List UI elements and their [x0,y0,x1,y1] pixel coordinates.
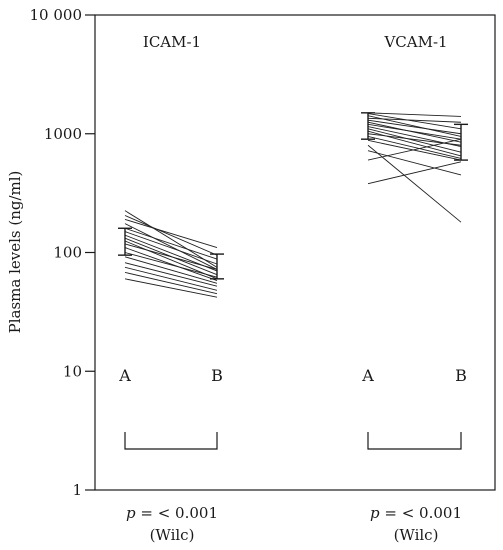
paired-line [367,133,462,146]
group-vcam-1: VCAM-1 A Bp = < 0.001 (Wilc) [361,33,468,544]
paired-line [367,135,462,159]
paired-line [124,227,218,260]
paired-line [124,247,218,282]
group-title: ICAM-1 [143,33,201,51]
paired-line [124,210,218,268]
y-tick-label: 1 [72,481,82,499]
group-title: VCAM-1 [383,33,447,51]
y-axis: 1 10 100 1000 10 000 [30,6,95,499]
paired-line [367,123,462,140]
paired-line [124,215,218,256]
paired-line [367,144,462,223]
condition-label: A [118,366,131,385]
y-tick-label: 1000 [44,125,82,143]
paired-line [367,113,462,130]
p-value-text: = < 0.001 [380,504,462,522]
paired-line [367,119,462,135]
p-symbol: p [126,504,136,522]
paired-line [124,271,218,295]
y-tick-label: 100 [53,244,82,262]
stat-test: (Wilc) [394,526,439,544]
paired-line [367,161,462,185]
group-icam-1: ICAM-1 A Bp = < 0.001 (Wilc) [118,33,224,544]
paired-line [124,231,218,265]
condition-label: B [455,366,467,385]
paired-line [124,262,218,287]
paired-line [124,266,218,291]
paired-line [367,112,462,117]
paired-line [124,223,218,270]
paired-line [367,128,462,153]
paired-line [124,256,218,284]
paired-line [124,252,218,278]
paired-line [124,243,218,270]
condition-label: A [361,366,374,385]
stat-test: (Wilc) [150,526,195,544]
paired-line [124,218,218,249]
comparison-bracket [124,432,218,450]
condition-label: B [211,366,223,385]
paired-line [367,117,462,123]
y-tick-label: 10 [63,362,82,380]
p-value: p = < 0.001 [126,504,218,522]
paired-line [124,278,218,298]
y-axis-label: Plasma levels (ng/ml) [6,171,24,334]
paired-line [367,138,462,161]
p-symbol: p [370,504,380,522]
p-value-text: = < 0.001 [136,504,218,522]
comparison-bracket [367,432,462,450]
y-tick-label: 10 000 [30,6,83,24]
paired-line [367,139,462,161]
paired-line [367,150,462,176]
p-value: p = < 0.001 [370,504,462,522]
groups: ICAM-1 A Bp = < 0.001 (Wilc) VCAM-1 A Bp = < 0… [118,33,468,544]
paired-line [124,240,218,280]
